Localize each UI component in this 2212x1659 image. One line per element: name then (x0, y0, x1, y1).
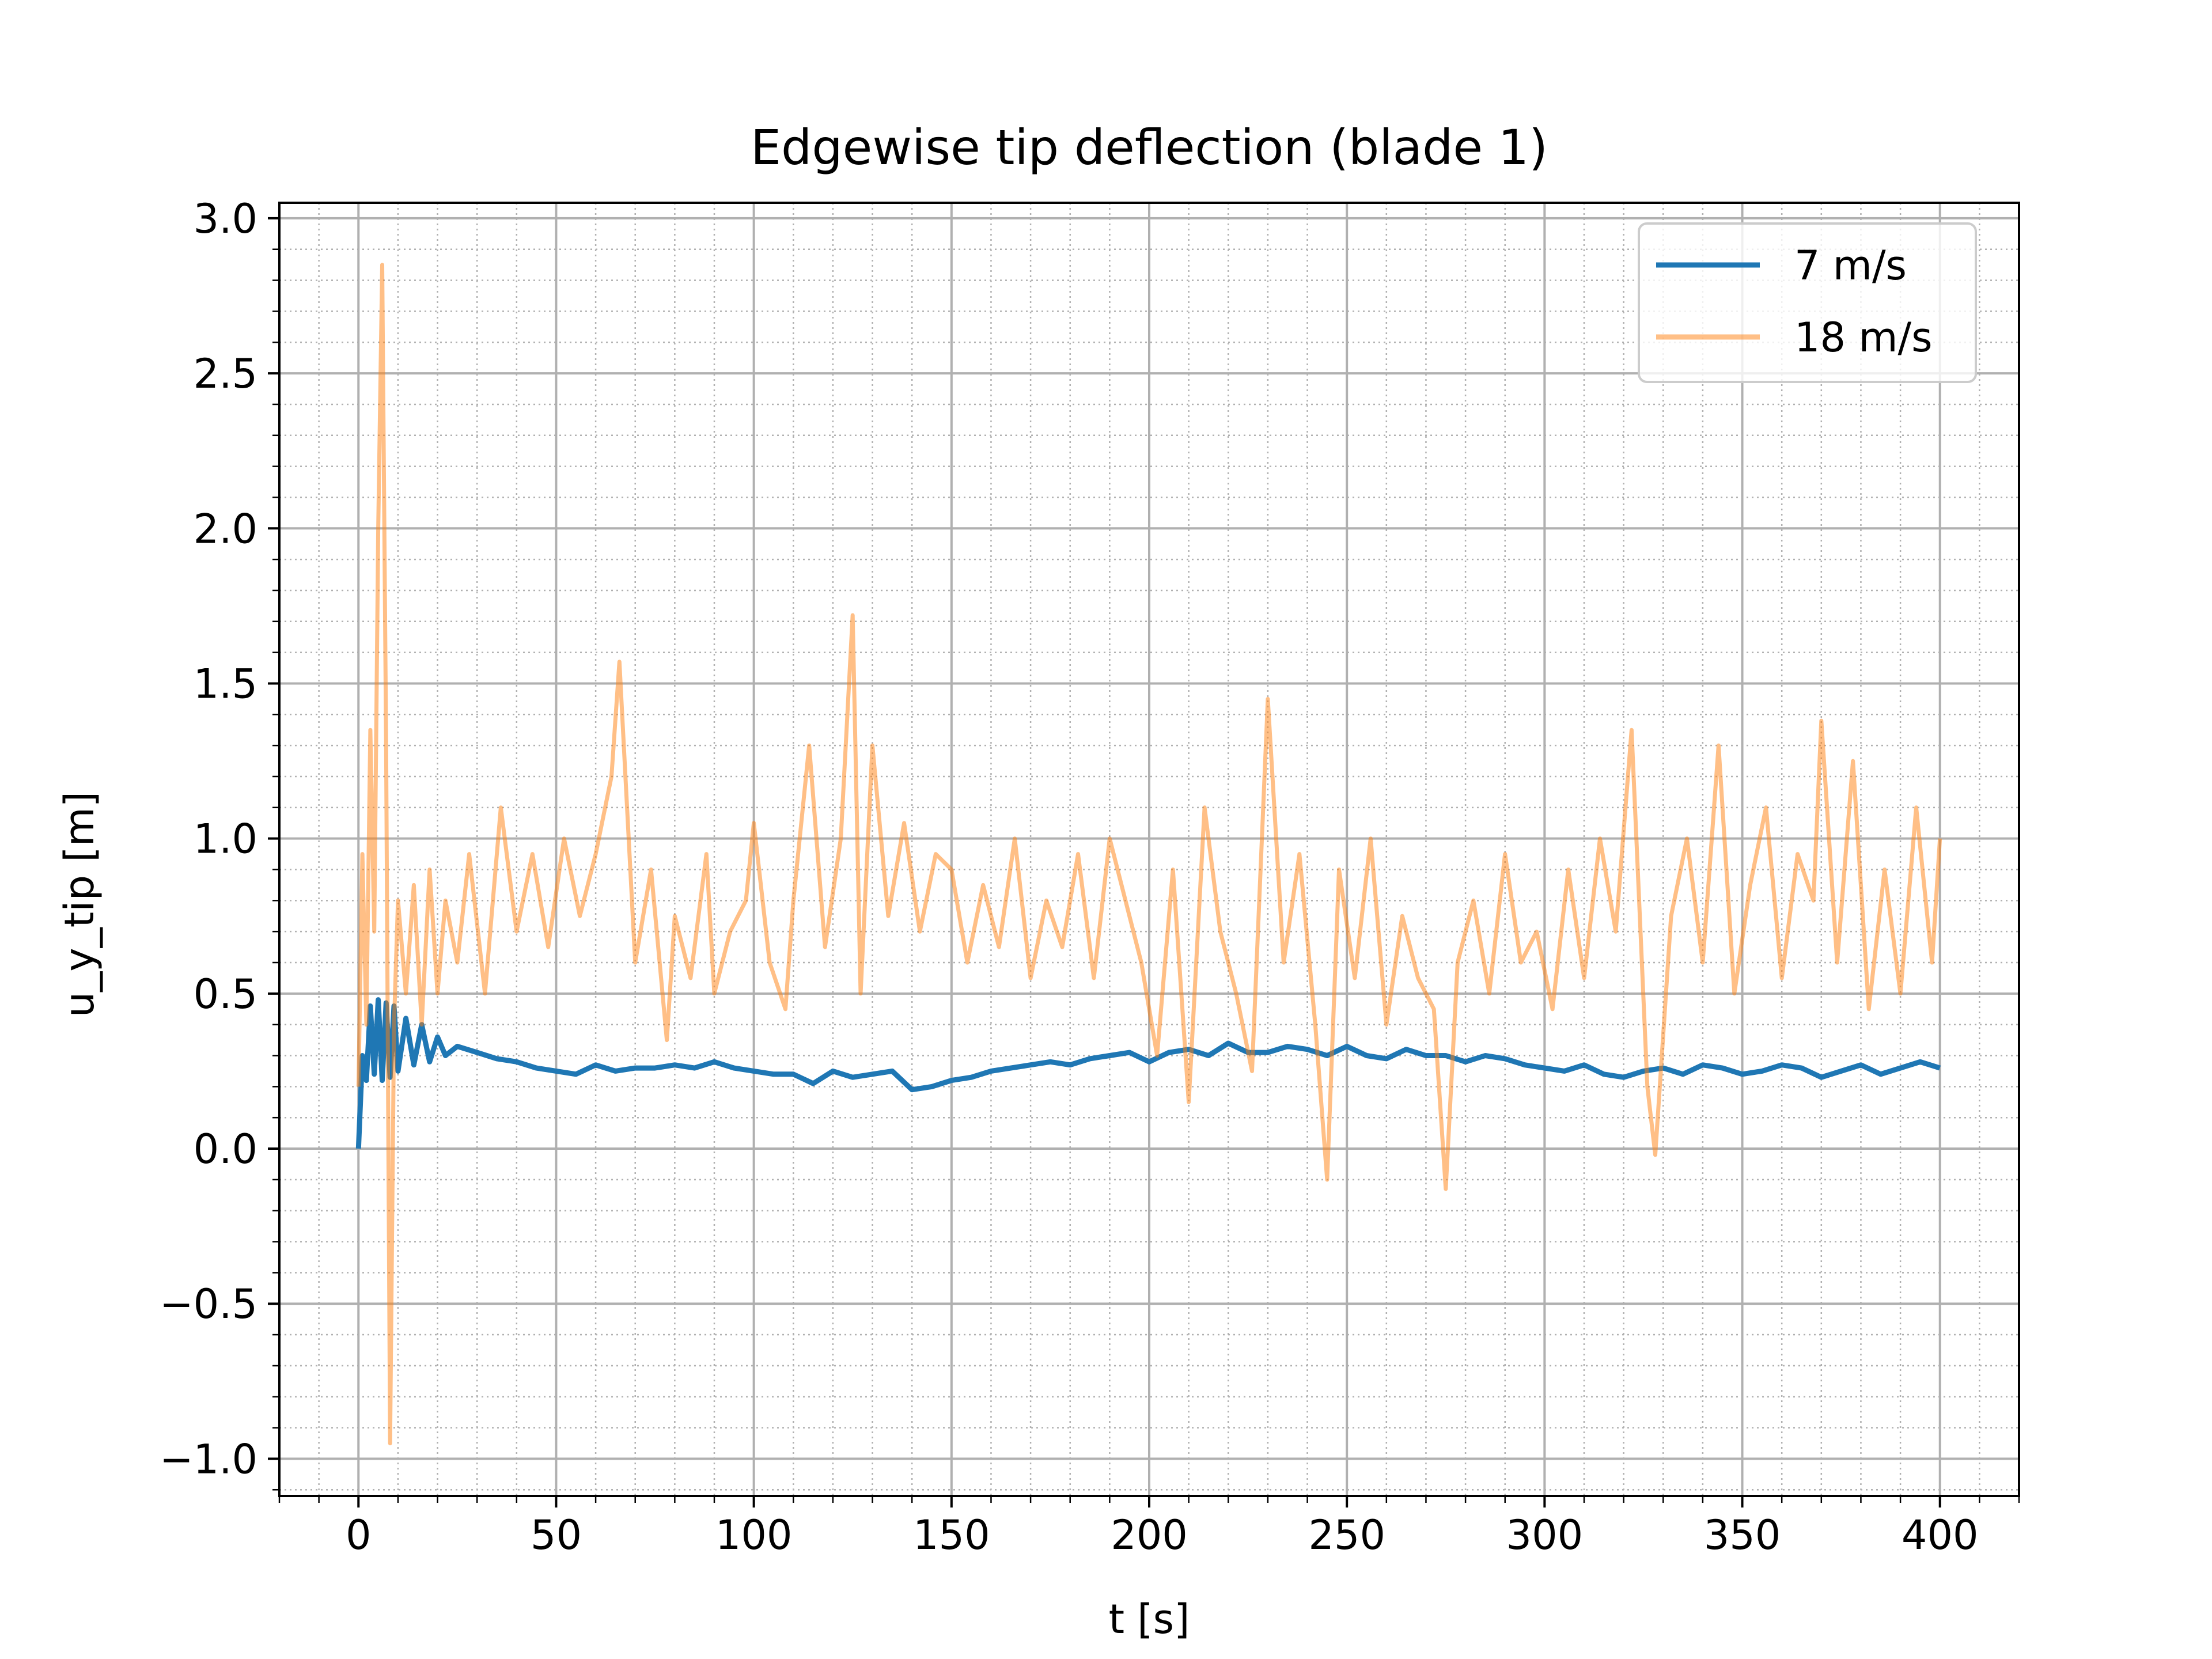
legend-label-0: 7 m/s (1794, 242, 1907, 289)
y-tick-label: 0.5 (194, 971, 257, 1018)
x-tick-label: 150 (913, 1512, 990, 1559)
y-tick-label: −1.0 (160, 1435, 257, 1483)
tick-labels: 0 50 100 150 200 250 300 350 400 −1.0 −0.5 0.0 0.5 1.… (160, 195, 1979, 1559)
x-tick-label: 300 (1506, 1512, 1584, 1559)
y-axis-label: u_y_tip [m] (56, 791, 103, 1017)
x-tick-label: 400 (1902, 1512, 1979, 1559)
series-line-1 (356, 263, 1942, 1445)
x-tick-label: 350 (1704, 1512, 1781, 1559)
x-tick-label: 50 (531, 1512, 582, 1559)
legend: 7 m/s 18 m/s (1638, 222, 1977, 383)
y-tick-label: −0.5 (160, 1281, 257, 1328)
y-tick-label: 2.5 (194, 350, 257, 397)
y-tick-label: 0.0 (194, 1126, 257, 1173)
x-tick-label: 250 (1308, 1512, 1385, 1559)
y-tick-label: 3.0 (194, 195, 257, 243)
legend-label-1: 18 m/s (1794, 314, 1933, 361)
series-layer (355, 263, 1942, 1445)
x-tick-label: 200 (1111, 1512, 1188, 1559)
chart-title: Edgewise tip deflection (blade 1) (751, 119, 1548, 176)
axis-ticks (268, 217, 2020, 1508)
y-tick-label: 1.0 (194, 816, 257, 863)
major-grid (279, 203, 2019, 1496)
y-tick-label: 2.0 (194, 505, 257, 552)
x-tick-label: 0 (346, 1512, 372, 1559)
x-tick-label: 100 (715, 1512, 793, 1559)
y-tick-label: 1.5 (194, 660, 257, 707)
x-axis-label: t [s] (1109, 1596, 1190, 1643)
series-line-0 (355, 997, 1941, 1149)
